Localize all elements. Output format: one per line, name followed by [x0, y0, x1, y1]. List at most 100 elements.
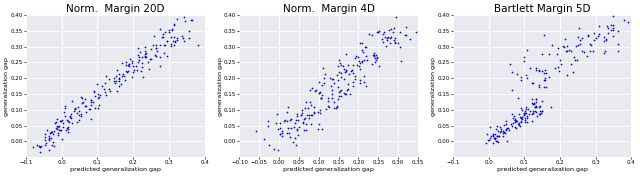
- Point: [514, 112, 524, 115]
- Point: [306, 113, 316, 116]
- Point: [56, 128, 67, 131]
- Point: [346, 70, 356, 73]
- Point: [127, 59, 138, 62]
- Point: [67, 122, 77, 125]
- Point: [529, 103, 539, 105]
- Point: [512, 73, 522, 75]
- Point: [510, 118, 520, 121]
- Point: [333, 98, 343, 100]
- Point: [100, 74, 111, 77]
- Point: [505, 63, 515, 66]
- Point: [574, 27, 584, 30]
- Point: [339, 68, 349, 70]
- Point: [283, 106, 293, 109]
- Point: [306, 122, 316, 125]
- Point: [539, 34, 549, 37]
- Point: [493, 134, 504, 137]
- Point: [156, 36, 166, 39]
- Point: [513, 122, 524, 125]
- Point: [588, 49, 598, 52]
- Point: [585, 43, 595, 46]
- Point: [104, 77, 114, 80]
- Point: [300, 107, 310, 110]
- Point: [492, 127, 502, 130]
- Point: [282, 132, 292, 135]
- Point: [572, 43, 582, 46]
- Point: [84, 108, 95, 111]
- Point: [385, 36, 395, 39]
- Point: [97, 84, 108, 87]
- Point: [303, 107, 314, 110]
- Point: [52, 118, 62, 120]
- Point: [280, 119, 290, 121]
- Point: [268, 148, 278, 151]
- Point: [47, 131, 57, 133]
- Point: [522, 48, 532, 51]
- Point: [531, 98, 541, 101]
- Point: [378, 38, 388, 40]
- Point: [540, 76, 550, 79]
- Point: [62, 118, 72, 121]
- Point: [114, 85, 124, 87]
- Point: [77, 101, 88, 103]
- Point: [109, 82, 120, 85]
- Point: [35, 145, 45, 148]
- Point: [80, 105, 90, 108]
- Point: [371, 53, 381, 56]
- Point: [541, 72, 552, 75]
- Point: [582, 55, 592, 57]
- Point: [589, 39, 599, 42]
- Point: [607, 24, 618, 27]
- Point: [300, 117, 310, 120]
- Point: [358, 59, 369, 62]
- Point: [69, 110, 79, 113]
- Point: [170, 40, 180, 43]
- Point: [298, 121, 308, 123]
- Point: [499, 124, 509, 127]
- Point: [488, 134, 498, 136]
- Point: [359, 75, 369, 78]
- Point: [555, 59, 565, 62]
- Point: [380, 35, 390, 38]
- Point: [326, 85, 337, 88]
- Point: [608, 34, 618, 37]
- Point: [334, 59, 344, 62]
- Point: [521, 106, 531, 109]
- Point: [293, 133, 303, 136]
- Point: [291, 128, 301, 131]
- Point: [515, 115, 525, 118]
- Point: [497, 129, 508, 132]
- Point: [608, 15, 618, 17]
- Point: [147, 58, 157, 61]
- Point: [70, 107, 81, 109]
- Point: [315, 111, 325, 114]
- Point: [516, 107, 527, 110]
- Point: [100, 93, 111, 96]
- Point: [349, 78, 360, 81]
- Point: [150, 54, 161, 57]
- Point: [583, 34, 593, 36]
- Point: [316, 97, 326, 100]
- Point: [341, 92, 351, 95]
- Point: [159, 52, 170, 55]
- Point: [65, 117, 76, 119]
- Point: [158, 36, 168, 39]
- Point: [536, 110, 547, 112]
- Point: [310, 89, 321, 92]
- Point: [535, 109, 545, 112]
- Point: [384, 29, 394, 32]
- Point: [525, 109, 535, 112]
- Point: [115, 73, 125, 75]
- Point: [593, 35, 604, 37]
- Point: [534, 68, 544, 71]
- Point: [323, 97, 333, 100]
- Point: [361, 54, 371, 57]
- Point: [356, 42, 367, 45]
- Point: [282, 120, 292, 122]
- Point: [124, 64, 134, 67]
- Point: [121, 64, 131, 67]
- Point: [351, 64, 362, 67]
- Point: [332, 74, 342, 77]
- Point: [516, 109, 527, 112]
- Point: [45, 131, 56, 133]
